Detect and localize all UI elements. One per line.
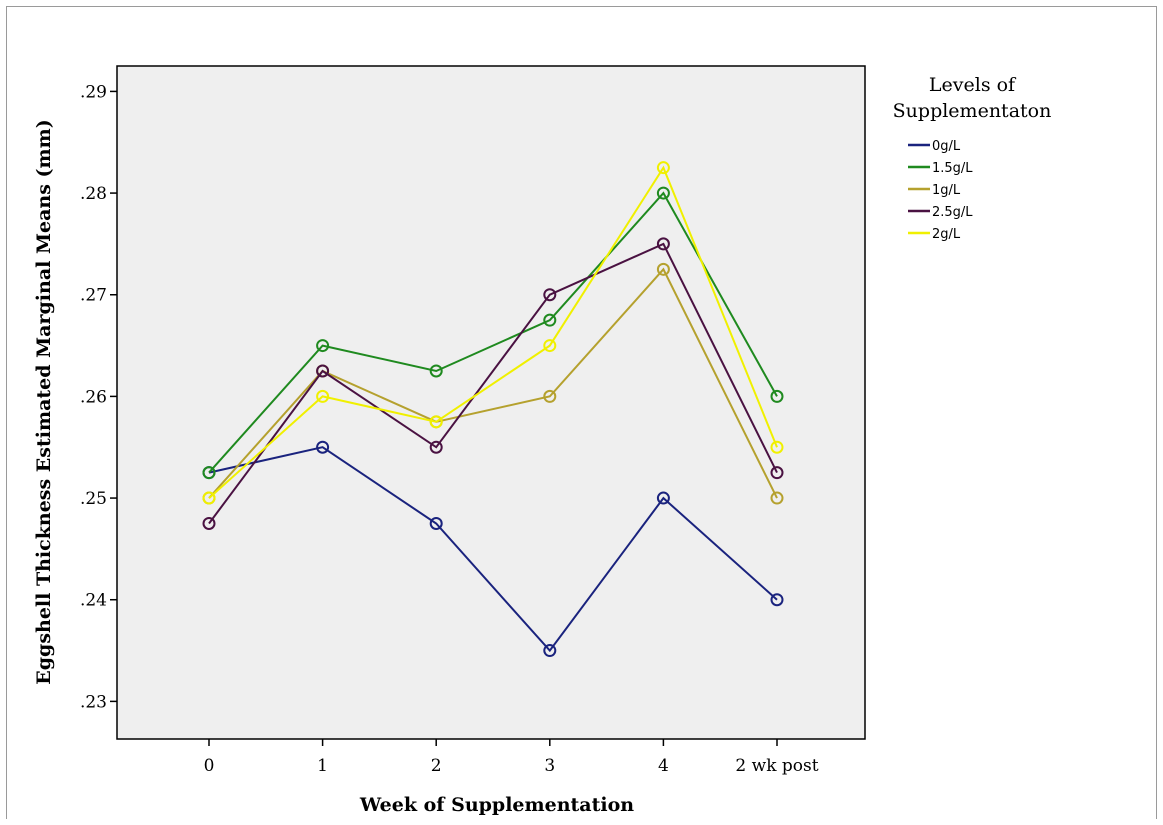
- series-line: [208, 446, 778, 653]
- data-point: [429, 516, 443, 530]
- y-tick-label: .29: [80, 82, 107, 102]
- data-point: [543, 389, 557, 403]
- y-tick-label: .25: [80, 489, 107, 509]
- y-tick-label: .26: [80, 387, 107, 407]
- plot-area: [116, 65, 866, 740]
- x-tick-label: 2 wk post: [735, 756, 818, 776]
- series-line: [208, 165, 778, 499]
- data-point: [770, 593, 784, 607]
- data-point: [656, 161, 670, 175]
- data-point: [656, 262, 670, 276]
- legend-title-line-2: Supplementaton: [893, 100, 1052, 122]
- y-axis-title: Eggshell Thickness Estimated Marginal Me…: [33, 119, 55, 684]
- data-point: [316, 440, 330, 454]
- x-tick-label: 4: [658, 756, 669, 776]
- x-tick-label: 2: [431, 756, 442, 776]
- data-point: [543, 644, 557, 658]
- data-point: [656, 186, 670, 200]
- x-axis: 0 1 2 3 4 2 wk post: [204, 739, 819, 776]
- data-point: [656, 491, 670, 505]
- data-point: [770, 389, 784, 403]
- data-point: [316, 339, 330, 353]
- data-point: [770, 466, 784, 480]
- legend-title-line-1: Levels of: [929, 74, 1017, 96]
- series-line: [208, 242, 778, 525]
- y-tick-label: .28: [80, 184, 107, 204]
- data-point: [429, 440, 443, 454]
- legend-label: 2.5g/L: [932, 205, 973, 220]
- data-point: [543, 288, 557, 302]
- x-tick-label: 3: [544, 756, 555, 776]
- data-point: [202, 491, 216, 505]
- legend-label: 1g/L: [932, 183, 961, 198]
- data-point: [770, 440, 784, 454]
- legend-items: 0g/L 1.5g/L 1g/L 2.5g/L 2g/L: [908, 139, 973, 242]
- series-4: [202, 161, 784, 505]
- data-point: [429, 415, 443, 429]
- x-tick-label: 0: [204, 756, 215, 776]
- data-point: [202, 466, 216, 480]
- series-1: [202, 186, 784, 480]
- legend: Levels of Supplementaton 0g/L 1.5g/L 1g/L 2…: [893, 74, 1052, 242]
- y-tick-label: .24: [80, 591, 107, 611]
- series-line: [208, 191, 778, 474]
- series-line: [208, 267, 778, 499]
- series-layer: [202, 161, 784, 658]
- series-3: [202, 237, 784, 530]
- data-point: [656, 237, 670, 251]
- data-point: [770, 491, 784, 505]
- legend-label: 2g/L: [932, 227, 961, 242]
- y-tick-label: .23: [80, 692, 107, 712]
- legend-label: 1.5g/L: [932, 161, 973, 176]
- data-point: [543, 313, 557, 327]
- data-point: [543, 339, 557, 353]
- data-point: [202, 516, 216, 530]
- data-point: [429, 364, 443, 378]
- x-axis-title: Week of Supplementation: [359, 794, 634, 816]
- legend-label: 0g/L: [932, 139, 961, 154]
- y-tick-label: .27: [80, 286, 107, 306]
- data-point: [316, 364, 330, 378]
- y-axis: .23 .24 .25 .26 .27 .28 .29: [80, 82, 117, 712]
- x-tick-label: 1: [317, 756, 328, 776]
- data-point: [316, 389, 330, 403]
